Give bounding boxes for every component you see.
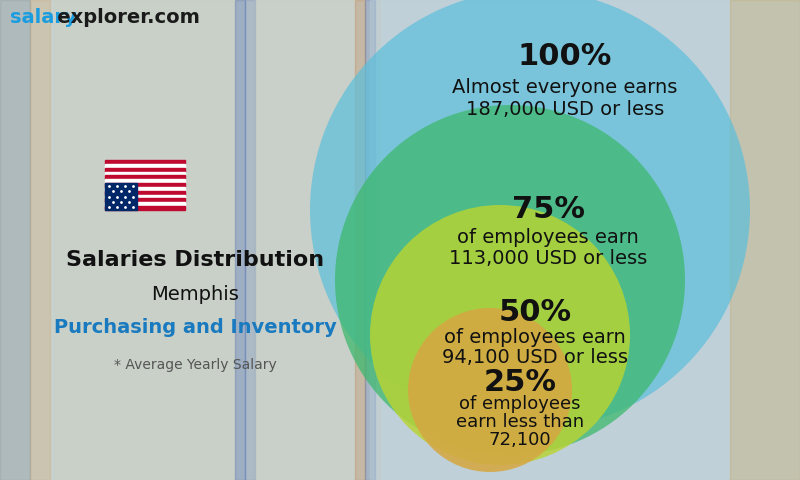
Bar xyxy=(55,0,235,480)
Text: 113,000 USD or less: 113,000 USD or less xyxy=(449,249,647,268)
Bar xyxy=(0,0,30,480)
Text: Salaries Distribution: Salaries Distribution xyxy=(66,250,324,270)
Text: Purchasing and Inventory: Purchasing and Inventory xyxy=(54,318,336,337)
Text: of employees: of employees xyxy=(459,395,581,413)
Text: Memphis: Memphis xyxy=(151,285,239,304)
Text: of employees earn: of employees earn xyxy=(457,228,639,247)
Bar xyxy=(245,0,255,480)
Bar xyxy=(105,206,185,210)
Text: 100%: 100% xyxy=(518,42,612,71)
Bar xyxy=(365,0,375,480)
Bar xyxy=(235,0,245,480)
Text: earn less than: earn less than xyxy=(456,413,584,431)
Text: 75%: 75% xyxy=(511,195,585,224)
Bar xyxy=(370,0,800,480)
Bar xyxy=(105,194,185,198)
Bar xyxy=(105,168,185,171)
Bar xyxy=(730,0,800,480)
Bar xyxy=(355,0,365,480)
Bar xyxy=(30,0,50,480)
Ellipse shape xyxy=(310,0,750,430)
Bar xyxy=(105,191,185,194)
Text: explorer.com: explorer.com xyxy=(10,8,200,27)
Bar xyxy=(0,0,380,480)
Bar xyxy=(255,0,355,480)
Bar xyxy=(105,198,185,202)
Text: Almost everyone earns: Almost everyone earns xyxy=(452,78,678,97)
Text: 187,000 USD or less: 187,000 USD or less xyxy=(466,100,664,119)
Bar xyxy=(105,175,185,179)
Bar xyxy=(105,171,185,175)
Bar xyxy=(105,183,185,187)
Bar xyxy=(105,202,185,206)
Ellipse shape xyxy=(370,205,630,465)
Text: 94,100 USD or less: 94,100 USD or less xyxy=(442,348,628,367)
Bar xyxy=(105,179,185,183)
Bar xyxy=(105,187,185,191)
Text: 50%: 50% xyxy=(498,298,571,327)
Bar xyxy=(105,183,137,210)
Text: 72,100: 72,100 xyxy=(489,431,551,449)
Ellipse shape xyxy=(408,308,572,472)
Bar xyxy=(105,164,185,168)
Text: * Average Yearly Salary: * Average Yearly Salary xyxy=(114,358,276,372)
Text: of employees earn: of employees earn xyxy=(444,328,626,347)
Bar xyxy=(105,160,185,164)
Text: salary: salary xyxy=(10,8,77,27)
Ellipse shape xyxy=(335,105,685,455)
Text: 25%: 25% xyxy=(483,368,557,397)
